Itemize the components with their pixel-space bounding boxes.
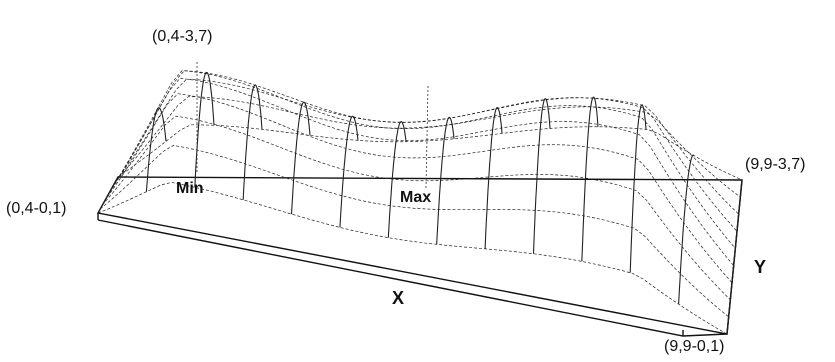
corner-label-top-right: (9,9-3,7) xyxy=(745,156,806,173)
mesh-line xyxy=(581,96,599,262)
max-label: Max xyxy=(400,189,432,206)
max-guide-line xyxy=(425,85,429,189)
mesh-line xyxy=(104,93,733,283)
mesh-line xyxy=(145,107,167,192)
mesh-line xyxy=(194,71,215,188)
corner-label-top-left: (0,4-3,7) xyxy=(152,28,213,45)
mesh-line xyxy=(108,70,736,249)
corner-label-bottom-left: (0,4-0,1) xyxy=(6,200,67,217)
mesh-line xyxy=(532,98,551,254)
mesh-line xyxy=(339,115,359,228)
mesh-line xyxy=(678,154,695,305)
x-axis-label: X xyxy=(392,288,405,308)
y-axis-label: Y xyxy=(754,257,767,277)
mesh-line xyxy=(111,70,738,232)
mesh-line xyxy=(97,182,728,335)
marker-guides xyxy=(196,62,429,189)
mesh-line xyxy=(106,77,734,266)
mesh-line xyxy=(242,84,263,200)
min-label: Min xyxy=(176,180,204,197)
corner-label-bottom-right: (9,9-0,1) xyxy=(664,338,725,355)
mesh-line xyxy=(387,121,407,238)
mesh-line xyxy=(102,115,731,301)
mesh-line xyxy=(726,179,743,335)
mesh-line xyxy=(629,104,647,273)
mesh-line xyxy=(117,124,743,181)
mesh-line xyxy=(484,107,503,249)
mesh-line xyxy=(99,145,729,318)
surface-mesh xyxy=(97,70,743,335)
mesh-line xyxy=(113,78,739,215)
mesh-line xyxy=(290,101,311,215)
mesh-line xyxy=(436,116,455,245)
